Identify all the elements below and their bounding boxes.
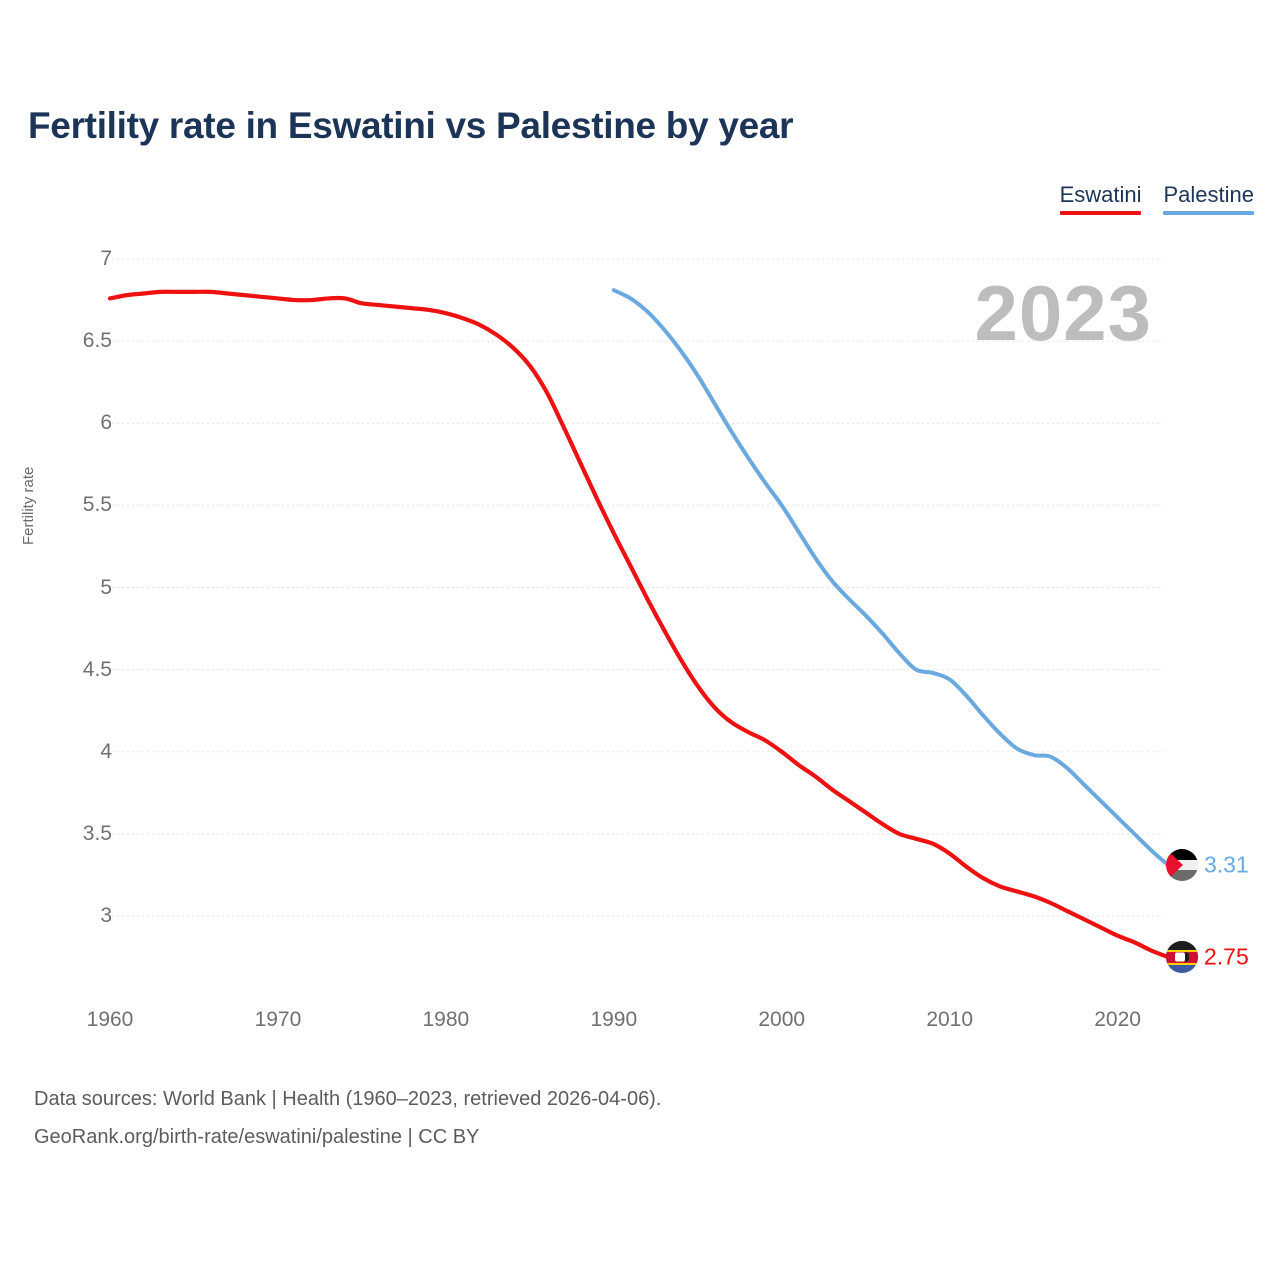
x-axis-tick: 1960 — [86, 1008, 134, 1031]
y-axis-tick: 5.5 — [82, 493, 112, 517]
footer-attribution: GeoRank.org/birth-rate/eswatini/palestin… — [34, 1126, 480, 1148]
legend-item-palestine[interactable]: Palestine — [1163, 182, 1254, 215]
legend-swatch-palestine — [1163, 211, 1254, 215]
y-axis-tick: 4.5 — [82, 657, 112, 681]
series-line-palestine — [611, 288, 1170, 868]
year-watermark: 2023 — [974, 269, 1152, 357]
y-axis-tick: 3 — [100, 904, 112, 927]
y-axis-tick: 5 — [100, 575, 112, 599]
y-axis-tick: 4 — [100, 739, 112, 763]
x-axis-tick: 2010 — [926, 1008, 974, 1031]
legend-label-palestine: Palestine — [1163, 182, 1254, 207]
end-value-eswatini: 2.75 — [1204, 943, 1249, 970]
y-axis-tick: 6.5 — [82, 329, 112, 353]
x-axis-tick: 2020 — [1094, 1008, 1141, 1031]
y-axis-tick: 3.5 — [82, 821, 112, 845]
page-title: Fertility rate in Eswatini vs Palestine … — [28, 105, 794, 146]
y-axis-tick: 6 — [100, 411, 112, 435]
series-line-eswatini — [107, 289, 1171, 960]
palestine-flag-icon — [1166, 849, 1198, 882]
y-axis-tick: 7 — [100, 247, 112, 270]
chart-legend: Eswatini Palestine — [1059, 182, 1254, 215]
legend-item-eswatini[interactable]: Eswatini — [1059, 182, 1142, 215]
footer-data-sources: Data sources: World Bank | Health (1960–… — [34, 1088, 662, 1110]
x-axis-tick: 1980 — [422, 1008, 470, 1031]
legend-label-eswatini: Eswatini — [1059, 182, 1142, 207]
x-axis-tick: 2000 — [758, 1008, 806, 1031]
x-axis-tick: 1990 — [590, 1008, 638, 1031]
x-axis-tick: 1970 — [254, 1008, 302, 1031]
eswatini-flag-icon — [1166, 941, 1198, 974]
end-value-palestine: 3.31 — [1204, 851, 1249, 878]
legend-swatch-eswatini — [1059, 211, 1142, 215]
